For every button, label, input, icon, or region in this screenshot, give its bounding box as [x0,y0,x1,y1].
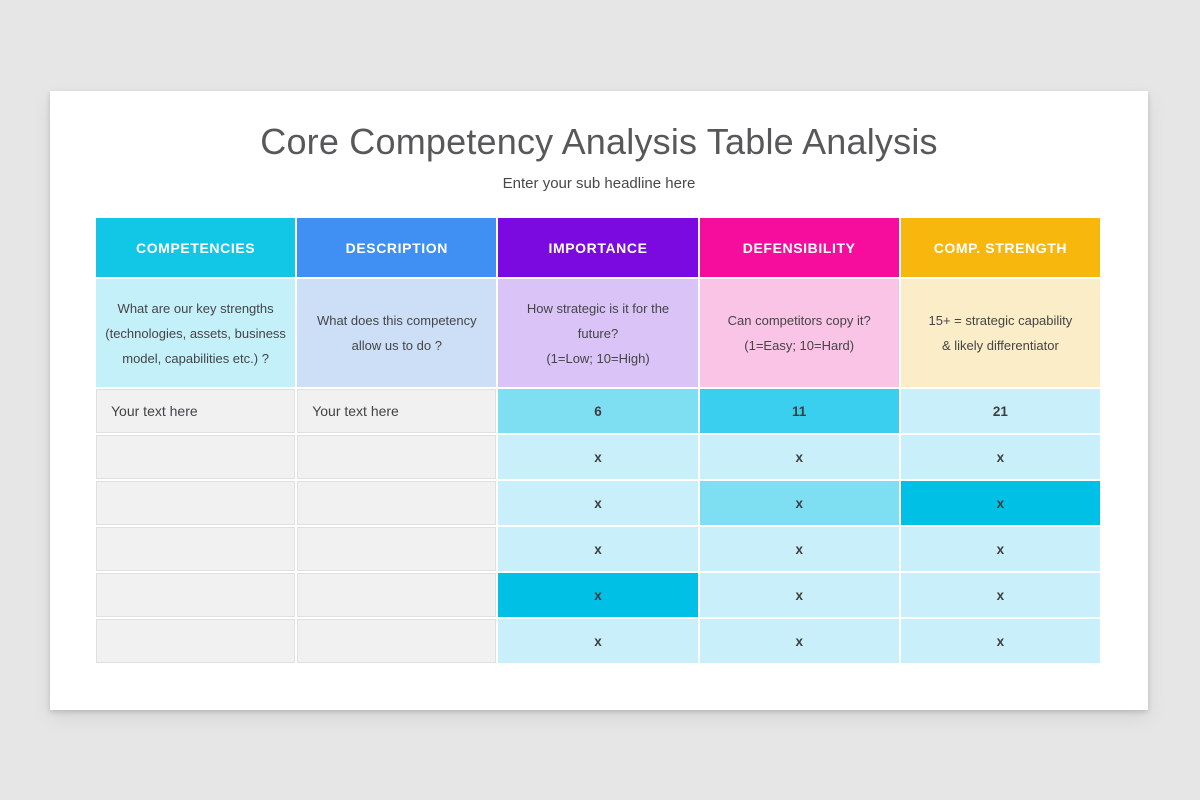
competency-table: COMPETENCIES DESCRIPTION IMPORTANCE DEFENSI… [96,218,1100,663]
table-cell: x [699,527,899,571]
table-cell: x [498,619,698,663]
table-cell [96,435,296,479]
table-cell: x [900,435,1100,479]
table-cell [96,573,296,617]
table-cell [96,619,296,663]
table-cell: x [900,481,1100,525]
table-cell [297,527,497,571]
column-note: How strategic is it for the future? (1=L… [498,279,698,387]
table-cell: x [699,619,899,663]
column-header-importance: IMPORTANCE [498,218,698,277]
table-cell [96,481,296,525]
column-note: Can competitors copy it? (1=Easy; 10=Har… [699,279,899,387]
table-cell: x [498,527,698,571]
table-cell: x [900,527,1100,571]
table-cell [297,481,497,525]
table-cell: x [699,573,899,617]
table-cell [297,619,497,663]
column-note: What does this competency allow us to do… [297,279,497,387]
table-cell: x [699,481,899,525]
column-note: 15+ = strategic capability & likely diff… [900,279,1100,387]
table-cell [297,435,497,479]
table-cell: x [498,481,698,525]
table-cell [297,573,497,617]
column-header-comp-strength: COMP. STRENGTH [900,218,1100,277]
table-cell: 6 [498,389,698,433]
table-cell: Your text here [96,389,296,433]
column-header-competencies: COMPETENCIES [96,218,296,277]
slide-card: Core Competency Analysis Table Analysis … [50,91,1148,710]
table-cell: x [699,435,899,479]
page-subtitle: Enter your sub headline here [502,175,696,192]
page-title: Core Competency Analysis Table Analysis [260,121,938,162]
table-cell: Your text here [297,389,497,433]
column-header-description: DESCRIPTION [297,218,497,277]
table-cell: x [498,435,698,479]
table-cell: x [900,619,1100,663]
table-cell [96,527,296,571]
table-cell: 21 [900,389,1100,433]
table-cell: 11 [699,389,899,433]
table-cell: x [498,573,698,617]
column-note: What are our key strengths (technologies… [96,279,296,387]
table-cell: x [900,573,1100,617]
column-header-defensibility: DEFENSIBILITY [699,218,899,277]
